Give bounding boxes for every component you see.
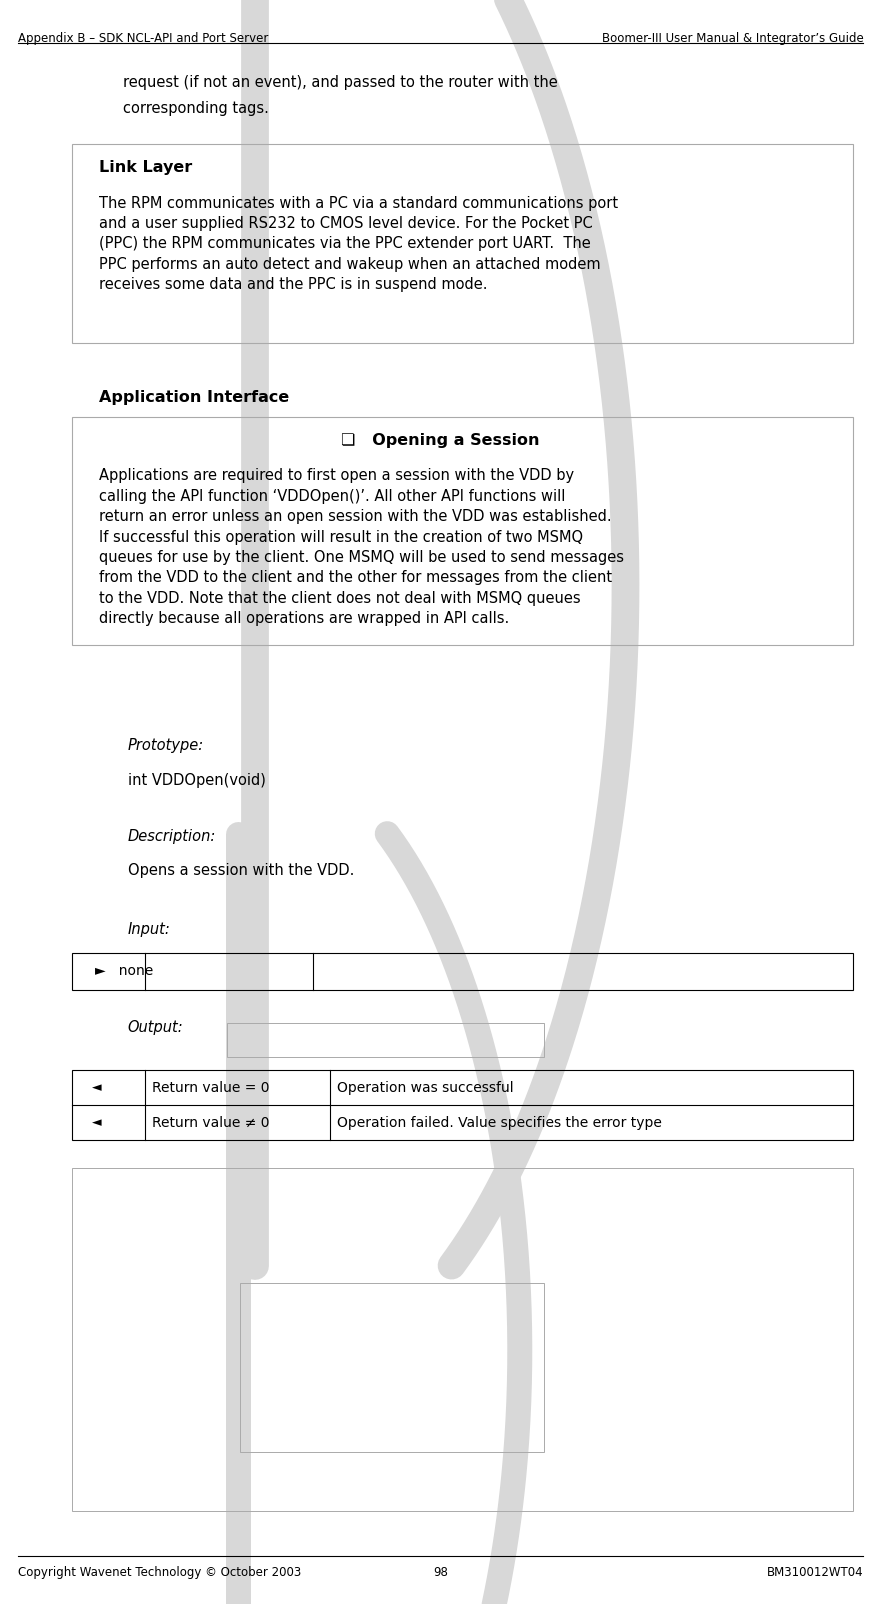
Text: corresponding tags.: corresponding tags.	[123, 101, 270, 115]
Text: BM310012WT04: BM310012WT04	[766, 1566, 863, 1578]
Text: Applications are required to first open a session with the VDD by
calling the AP: Applications are required to first open …	[99, 468, 624, 626]
Bar	[72, 953, 853, 990]
Text: Description:: Description:	[128, 829, 216, 844]
Text: int VDDOpen(void): int VDDOpen(void)	[128, 773, 265, 788]
Text: Output:: Output:	[128, 1020, 183, 1035]
Bar	[72, 1070, 853, 1140]
Bar	[72, 144, 853, 343]
Text: Operation was successful: Operation was successful	[337, 1081, 513, 1094]
Text: ◄: ◄	[93, 1081, 101, 1094]
Text: Copyright Wavenet Technology © October 2003: Copyright Wavenet Technology © October 2…	[18, 1566, 301, 1578]
Text: Boomer-III User Manual & Integrator’s Guide: Boomer-III User Manual & Integrator’s Gu…	[602, 32, 863, 45]
Text: ◄: ◄	[93, 1116, 101, 1129]
Text: Input:: Input:	[128, 922, 171, 937]
Text: request (if not an event), and passed to the router with the: request (if not an event), and passed to…	[123, 75, 558, 90]
Text: Prototype:: Prototype:	[128, 738, 204, 752]
Text: Operation failed. Value specifies the error type: Operation failed. Value specifies the er…	[337, 1116, 662, 1129]
Text: Return value ≠ 0: Return value ≠ 0	[152, 1116, 269, 1129]
Text: 98: 98	[433, 1566, 448, 1578]
Text: Link Layer: Link Layer	[99, 160, 192, 175]
Bar	[72, 417, 853, 645]
Text: ❏   Opening a Session: ❏ Opening a Session	[341, 433, 540, 448]
Text: ►   none: ► none	[95, 964, 153, 978]
Bar	[72, 1168, 853, 1511]
Text: Opens a session with the VDD.: Opens a session with the VDD.	[128, 863, 354, 877]
Bar	[227, 1023, 544, 1057]
Text: The RPM communicates with a PC via a standard communications port
and a user sup: The RPM communicates with a PC via a sta…	[99, 196, 618, 292]
Text: Application Interface: Application Interface	[99, 390, 289, 404]
Text: Return value = 0: Return value = 0	[152, 1081, 269, 1094]
Text: Appendix B – SDK NCL-API and Port Server: Appendix B – SDK NCL-API and Port Server	[18, 32, 268, 45]
Bar	[240, 1283, 544, 1452]
